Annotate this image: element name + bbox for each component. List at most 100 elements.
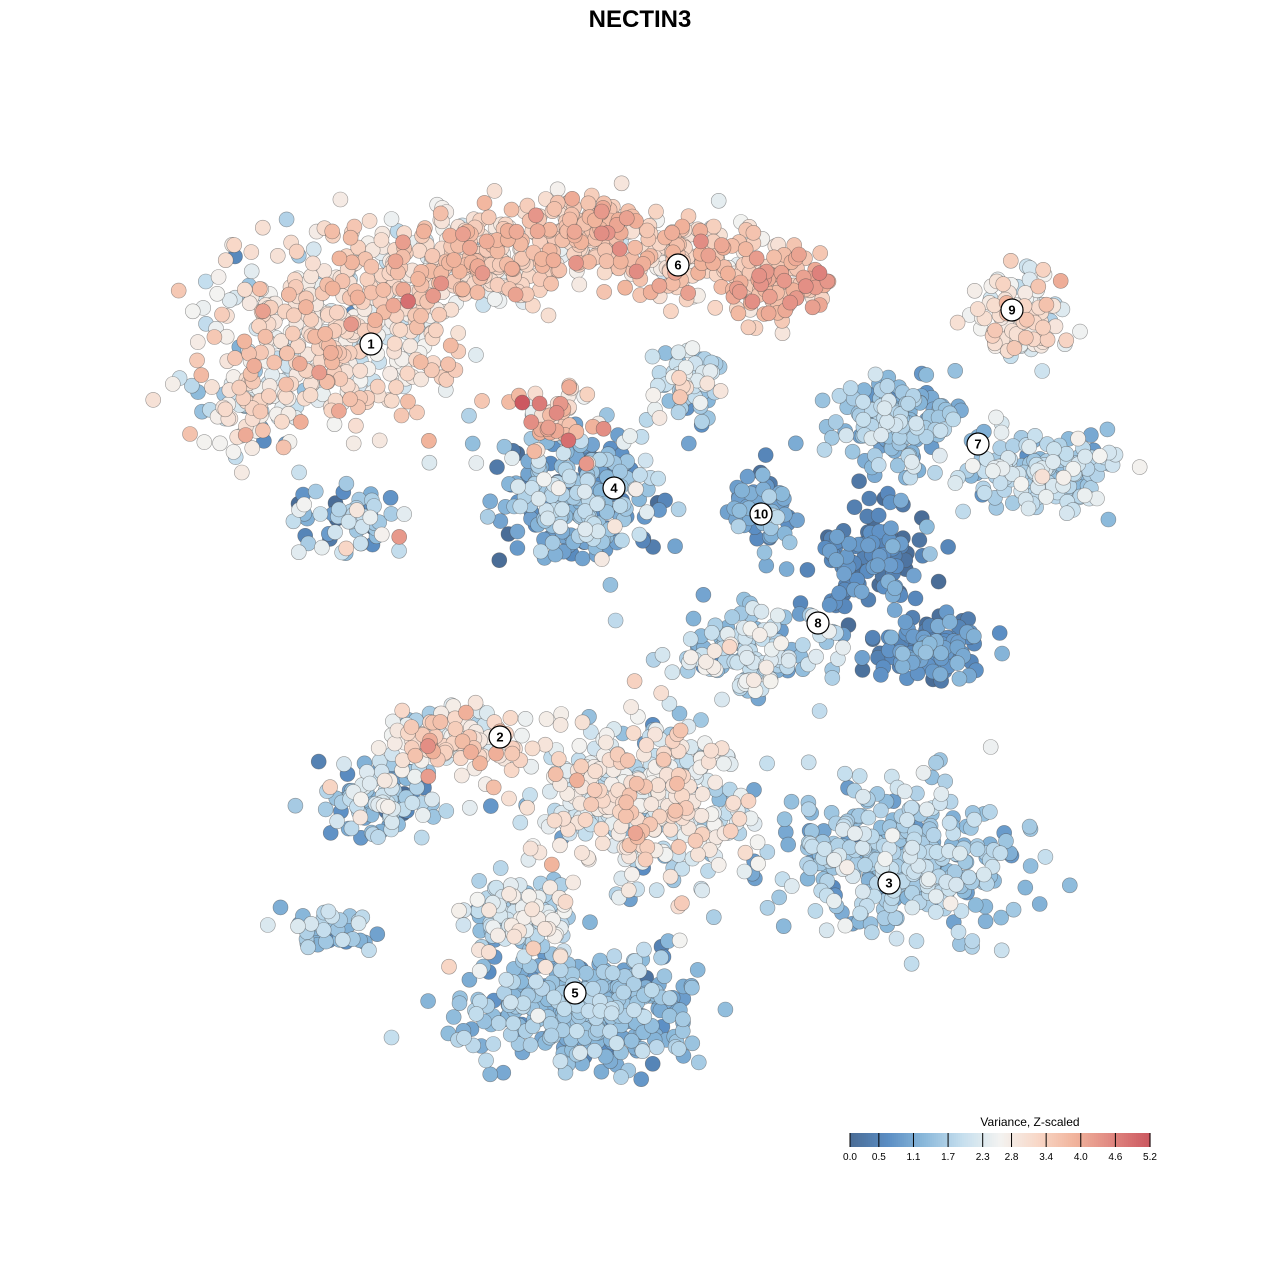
scatter-point [933, 645, 949, 662]
scatter-point [818, 922, 835, 939]
scatter-point [568, 1023, 585, 1039]
scatter-point [761, 288, 778, 305]
scatter-point [548, 405, 565, 421]
scatter-point [543, 275, 559, 292]
cluster-label-text: 4 [610, 481, 618, 496]
scatter-point [367, 312, 384, 328]
scatter-point [949, 314, 966, 331]
scatter-point [864, 629, 881, 646]
scatter-point [664, 664, 681, 681]
scatter-point [329, 813, 345, 830]
scatter-point [648, 1039, 665, 1055]
scatter-point [782, 294, 798, 311]
scatter-point [552, 1053, 569, 1069]
scatter-point [762, 673, 779, 690]
scatter-point [653, 949, 669, 966]
scatter-point [314, 539, 330, 556]
scatter-point [345, 435, 362, 452]
scatter-point [317, 801, 334, 818]
scatter-point [744, 293, 761, 310]
cluster-label-text: 2 [496, 730, 503, 745]
scatter-point [794, 637, 811, 653]
scatter-point [334, 932, 351, 948]
scatter-point [1005, 901, 1022, 918]
scatter-point [583, 796, 599, 813]
scatter-point [724, 609, 740, 625]
scatter-point [492, 860, 509, 876]
scatter-point [522, 1037, 539, 1053]
scatter-point [521, 888, 537, 905]
scatter-point [410, 271, 426, 287]
scatter-point [769, 607, 786, 624]
scatter-point [1076, 487, 1093, 504]
colorbar-tick-label: 4.6 [1108, 1152, 1122, 1163]
colorbar-tick-label: 1.7 [941, 1152, 955, 1163]
scatter-point [402, 338, 419, 354]
scatter-point [442, 337, 459, 354]
scatter-point [730, 518, 747, 535]
scatter-point [904, 839, 921, 856]
scatter-point [1035, 261, 1051, 278]
scatter-point [760, 305, 777, 322]
scatter-point [453, 767, 470, 784]
scatter-point [403, 719, 420, 735]
scatter-point [700, 247, 717, 264]
scatter-point [1072, 323, 1088, 340]
scatter-point [424, 791, 440, 808]
scatter-point [438, 803, 455, 819]
scatter-point [628, 263, 645, 280]
cluster-label-text: 6 [674, 258, 681, 273]
scatter-point [573, 758, 590, 775]
scatter-point [394, 702, 411, 719]
scatter-point [454, 281, 471, 298]
scatter-point [324, 223, 341, 240]
scatter-point [831, 585, 848, 601]
scatter-point [254, 219, 271, 236]
scatter-point [255, 303, 271, 320]
scatter-point [618, 210, 635, 226]
scatter-point [291, 464, 307, 481]
scatter-point [800, 801, 817, 818]
scatter-point [903, 955, 920, 972]
scatter-point [612, 498, 629, 514]
scatter-point [400, 293, 416, 310]
scatter-point [897, 614, 914, 630]
scatter-point [462, 240, 478, 256]
scatter-point [560, 432, 577, 449]
scatter-point [322, 779, 338, 795]
scatter-point [835, 639, 851, 656]
scatter-point [661, 990, 678, 1007]
scatter-point [226, 237, 242, 253]
scatter-point [485, 779, 502, 796]
scatter-point [479, 508, 496, 525]
scatter-point [969, 841, 986, 858]
scatter-point [387, 253, 404, 270]
scatter-point [628, 775, 645, 792]
scatter-point [617, 279, 633, 296]
scatter-point [1034, 363, 1050, 379]
colorbar-gradient [850, 1133, 1151, 1147]
scatter-point [950, 924, 967, 940]
cluster-label-1: 1 [359, 332, 383, 356]
scatter-point [290, 918, 306, 935]
scatter-point [383, 211, 400, 227]
scatter-point [863, 924, 880, 941]
scatter-point [908, 415, 925, 432]
scatter-point [550, 751, 567, 767]
scatter-point [883, 520, 899, 537]
scatter-point [1062, 877, 1078, 894]
scatter-point [991, 625, 1008, 641]
scatter-point [927, 904, 944, 920]
cluster-label-2: 2 [488, 725, 512, 749]
scatter-point [474, 393, 490, 409]
scatter-point [474, 265, 491, 282]
scatter-point [266, 354, 283, 371]
scatter-point [508, 223, 525, 240]
scatter-point [382, 489, 399, 506]
scatter-point [739, 468, 756, 485]
scatter-point [469, 891, 486, 908]
scatter-point [618, 794, 635, 811]
scatter-point [231, 379, 248, 396]
scatter-point [468, 1006, 485, 1022]
